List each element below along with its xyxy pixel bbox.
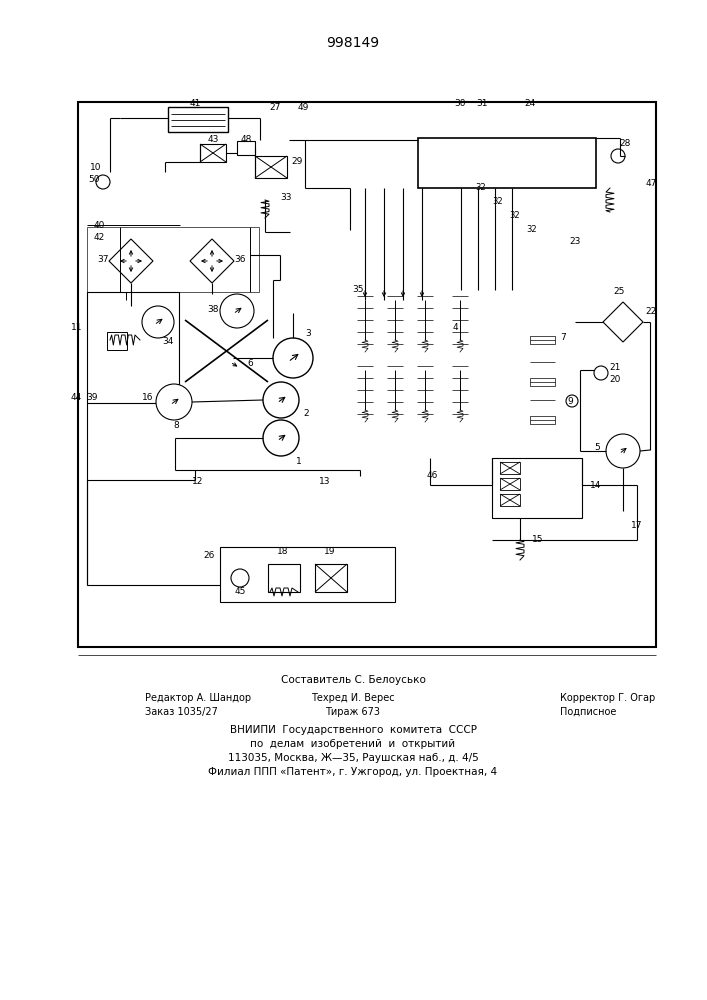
Polygon shape	[190, 239, 234, 283]
Text: 23: 23	[569, 237, 580, 246]
Text: 35: 35	[352, 286, 363, 294]
Bar	[530, 378, 555, 386]
Text: 16: 16	[142, 393, 153, 402]
Text: Тираж 673: Тираж 673	[325, 707, 380, 717]
Bar	[530, 416, 555, 424]
Text: Подписное: Подписное	[560, 707, 617, 717]
Text: 12: 12	[192, 478, 204, 487]
Circle shape	[142, 306, 174, 338]
Text: 25: 25	[613, 288, 625, 296]
Bar	[530, 336, 555, 344]
Bar	[500, 494, 520, 506]
Text: 28: 28	[619, 139, 631, 148]
Circle shape	[594, 366, 608, 380]
Text: 26: 26	[204, 550, 215, 560]
Text: 8: 8	[173, 422, 179, 430]
Circle shape	[611, 149, 625, 163]
Text: Техред И. Верес: Техред И. Верес	[311, 693, 395, 703]
Text: 2: 2	[303, 410, 309, 418]
Text: 30: 30	[455, 99, 466, 107]
Text: Заказ 1035/27: Заказ 1035/27	[145, 707, 218, 717]
Text: 45: 45	[234, 587, 246, 596]
Bar	[220, 547, 395, 602]
Text: 3: 3	[305, 330, 311, 338]
Text: Филиал ППП «Патент», г. Ужгород, ул. Проектная, 4: Филиал ППП «Патент», г. Ужгород, ул. Про…	[209, 767, 498, 777]
Circle shape	[263, 382, 299, 418]
Bar	[87, 292, 179, 403]
Text: 17: 17	[631, 520, 643, 530]
Text: ВНИИПИ  Государственного  комитета  СССР: ВНИИПИ Государственного комитета СССР	[230, 725, 477, 735]
Text: 34: 34	[163, 338, 174, 347]
Text: 36: 36	[234, 254, 246, 263]
Bar	[200, 144, 226, 162]
Text: 4: 4	[452, 322, 458, 332]
Bar	[255, 156, 287, 178]
Text: 47: 47	[645, 180, 657, 188]
Bar	[78, 102, 656, 647]
Text: Составитель С. Белоусько: Составитель С. Белоусько	[281, 675, 426, 685]
Text: 42: 42	[93, 233, 105, 242]
Text: 39: 39	[86, 392, 98, 401]
Text: 33: 33	[280, 194, 292, 202]
Text: 998149: 998149	[327, 36, 380, 50]
Circle shape	[231, 569, 249, 587]
Text: 40: 40	[93, 222, 105, 231]
Text: 50: 50	[88, 176, 100, 184]
Text: 43: 43	[207, 135, 218, 144]
Text: 10: 10	[90, 162, 102, 172]
Text: 32: 32	[492, 198, 503, 207]
Text: 22: 22	[645, 308, 657, 316]
Bar	[418, 138, 596, 188]
Text: 31: 31	[477, 99, 488, 107]
Polygon shape	[603, 302, 643, 342]
Text: Корректор Г. Огар: Корректор Г. Огар	[560, 693, 655, 703]
Text: 24: 24	[525, 99, 536, 107]
Bar	[168, 107, 228, 132]
Text: 32: 32	[509, 212, 520, 221]
Text: 37: 37	[98, 254, 109, 263]
Text: 113035, Москва, Ж—35, Раушская наб., д. 4/5: 113035, Москва, Ж—35, Раушская наб., д. …	[228, 753, 479, 763]
Text: 14: 14	[590, 482, 602, 490]
Text: по  делам  изобретений  и  открытий: по делам изобретений и открытий	[250, 739, 455, 749]
Circle shape	[606, 434, 640, 468]
Text: 38: 38	[207, 304, 218, 314]
Bar	[237, 141, 255, 155]
Bar	[492, 458, 582, 518]
Bar	[87, 227, 259, 292]
Bar	[315, 564, 347, 592]
Bar	[268, 564, 300, 592]
Text: 48: 48	[240, 135, 252, 144]
Bar	[500, 462, 520, 474]
Text: 32: 32	[526, 226, 537, 234]
Bar	[500, 478, 520, 490]
Text: 19: 19	[325, 548, 336, 556]
Text: 29: 29	[291, 157, 303, 166]
Text: 18: 18	[277, 548, 288, 556]
Text: 41: 41	[189, 99, 201, 107]
Text: 46: 46	[426, 472, 438, 481]
Bar	[107, 332, 127, 350]
Text: 13: 13	[320, 478, 331, 487]
Text: 49: 49	[298, 104, 309, 112]
Text: 32: 32	[475, 184, 486, 192]
Text: 9: 9	[567, 397, 573, 406]
Text: 11: 11	[71, 324, 82, 332]
Text: 6: 6	[247, 360, 253, 368]
Text: 1: 1	[296, 458, 302, 466]
Text: 21: 21	[609, 362, 621, 371]
Circle shape	[263, 420, 299, 456]
Text: 5: 5	[594, 442, 600, 452]
Text: 7: 7	[560, 332, 566, 342]
Circle shape	[273, 338, 313, 378]
Text: 20: 20	[609, 374, 621, 383]
Text: Редактор А. Шандор: Редактор А. Шандор	[145, 693, 251, 703]
Circle shape	[156, 384, 192, 420]
Circle shape	[220, 294, 254, 328]
Text: 15: 15	[532, 536, 544, 544]
Text: 27: 27	[269, 104, 281, 112]
Circle shape	[566, 395, 578, 407]
Polygon shape	[109, 239, 153, 283]
Text: 44: 44	[71, 393, 82, 402]
Circle shape	[96, 175, 110, 189]
